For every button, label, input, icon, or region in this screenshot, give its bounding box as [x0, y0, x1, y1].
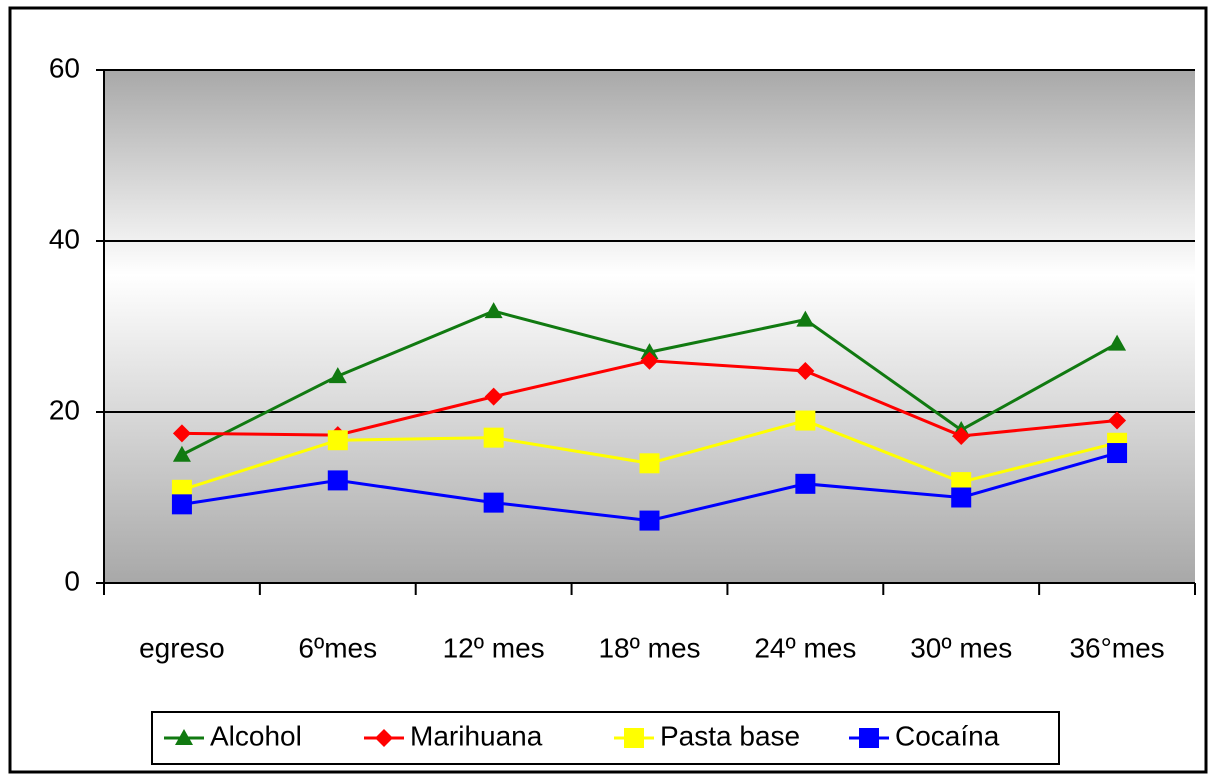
data-point — [795, 473, 816, 494]
x-tick-label: 36°mes — [1069, 632, 1164, 663]
data-point — [796, 310, 815, 327]
x-tick-label: 30º mes — [910, 632, 1012, 663]
legend-box — [151, 711, 1060, 765]
x-tick-label: egreso — [139, 632, 225, 663]
y-tick-label: 40 — [49, 223, 80, 254]
data-point — [327, 470, 348, 491]
data-point — [639, 453, 660, 474]
data-point — [796, 361, 815, 380]
data-point — [795, 410, 816, 431]
data-point — [171, 494, 192, 515]
data-point — [484, 387, 503, 406]
y-tick-label: 60 — [49, 52, 80, 83]
data-point — [1107, 443, 1128, 464]
data-point — [327, 430, 348, 451]
data-point — [1108, 411, 1127, 430]
data-point — [172, 445, 191, 462]
data-point — [1108, 334, 1127, 351]
legend-label: Marihuana — [410, 720, 543, 751]
data-point — [484, 302, 503, 319]
legend-label: Pasta base — [660, 720, 800, 751]
data-point — [483, 427, 504, 448]
legend-marker — [375, 729, 393, 747]
data-point — [952, 426, 971, 445]
x-tick-label: 12º mes — [443, 632, 545, 663]
data-point — [483, 492, 504, 513]
data-point — [639, 510, 660, 531]
data-point — [640, 351, 659, 370]
legend-label: Cocaína — [895, 720, 1000, 751]
x-tick-label: 18º mes — [598, 632, 700, 663]
data-point — [328, 367, 347, 384]
data-point — [640, 343, 659, 360]
legend-marker — [624, 728, 644, 748]
y-tick-label: 20 — [49, 394, 80, 425]
legend-marker — [175, 729, 193, 745]
y-tick-label: 0 — [64, 565, 80, 596]
legend-label: Alcohol — [210, 720, 302, 751]
data-point — [951, 487, 972, 508]
data-point — [951, 472, 972, 493]
x-tick-label: 6ºmes — [298, 632, 377, 663]
data-point — [172, 424, 191, 443]
plot-area — [104, 70, 1195, 583]
legend-marker — [859, 728, 879, 748]
x-tick-label: 24º mes — [754, 632, 856, 663]
